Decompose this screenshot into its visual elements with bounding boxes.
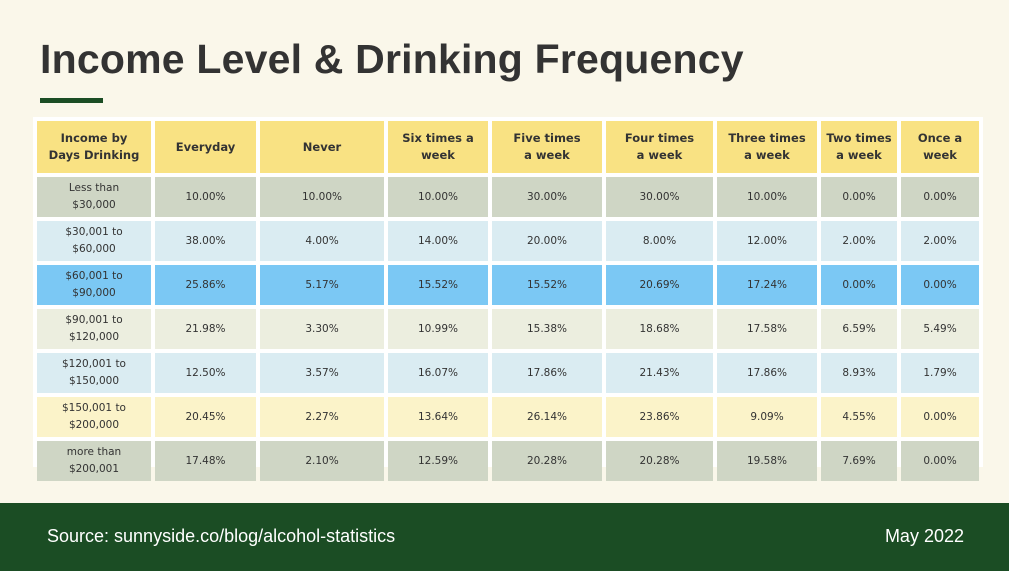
percentage-cell: 21.43% xyxy=(606,353,713,393)
column-header: Four times a week xyxy=(606,121,713,173)
column-header: Three times a week xyxy=(717,121,817,173)
percentage-cell: 5.49% xyxy=(901,309,979,349)
percentage-cell: 20.28% xyxy=(492,441,602,481)
percentage-cell: 15.38% xyxy=(492,309,602,349)
percentage-cell: 0.00% xyxy=(901,397,979,437)
percentage-cell: 0.00% xyxy=(901,177,979,217)
percentage-cell: 20.69% xyxy=(606,265,713,305)
percentage-cell: 2.00% xyxy=(821,221,897,261)
percentage-cell: 20.45% xyxy=(155,397,256,437)
percentage-cell: 13.64% xyxy=(388,397,488,437)
percentage-cell: 7.69% xyxy=(821,441,897,481)
percentage-cell: 23.86% xyxy=(606,397,713,437)
table-row: $30,001 to $60,000 38.00% 4.00% 14.00% 20.00… xyxy=(37,221,979,261)
percentage-cell: 0.00% xyxy=(821,177,897,217)
percentage-cell: 6.59% xyxy=(821,309,897,349)
percentage-cell: 30.00% xyxy=(606,177,713,217)
percentage-cell: 21.98% xyxy=(155,309,256,349)
percentage-cell: 4.00% xyxy=(260,221,384,261)
percentage-cell: 5.17% xyxy=(260,265,384,305)
percentage-cell: 17.48% xyxy=(155,441,256,481)
percentage-cell: 12.50% xyxy=(155,353,256,393)
table-header-row: Income by Days Drinking Everyday Never Six … xyxy=(37,121,979,173)
percentage-cell: 38.00% xyxy=(155,221,256,261)
percentage-cell: 15.52% xyxy=(388,265,488,305)
column-header: Never xyxy=(260,121,384,173)
percentage-cell: 18.68% xyxy=(606,309,713,349)
percentage-cell: 10.00% xyxy=(260,177,384,217)
percentage-cell: 2.10% xyxy=(260,441,384,481)
table-row: $90,001 to $120,000 21.98% 3.30% 10.99% 15.3… xyxy=(37,309,979,349)
percentage-cell: 12.00% xyxy=(717,221,817,261)
percentage-cell: 8.00% xyxy=(606,221,713,261)
income-bracket-cell: $60,001 to $90,000 xyxy=(37,265,151,305)
percentage-cell: 0.00% xyxy=(821,265,897,305)
percentage-cell: 17.86% xyxy=(492,353,602,393)
percentage-cell: 15.52% xyxy=(492,265,602,305)
source-text: Source: sunnyside.co/blog/alcohol-statis… xyxy=(47,526,396,546)
table-row: Less than $30,000 10.00% 10.00% 10.00% 30.00… xyxy=(37,177,979,217)
income-bracket-cell: $90,001 to $120,000 xyxy=(37,309,151,349)
column-header: Two times a week xyxy=(821,121,897,173)
percentage-cell: 10.99% xyxy=(388,309,488,349)
percentage-cell: 16.07% xyxy=(388,353,488,393)
percentage-cell: 2.00% xyxy=(901,221,979,261)
percentage-cell: 10.00% xyxy=(388,177,488,217)
percentage-cell: 26.14% xyxy=(492,397,602,437)
table-row: more than $200,001 17.48% 2.10% 12.59% 20.28… xyxy=(37,441,979,481)
table-row: $150,001 to $200,000 20.45% 2.27% 13.64% 26.… xyxy=(37,397,979,437)
percentage-cell: 30.00% xyxy=(492,177,602,217)
percentage-cell: 0.00% xyxy=(901,265,979,305)
column-header: Five times a week xyxy=(492,121,602,173)
percentage-cell: 17.86% xyxy=(717,353,817,393)
percentage-cell: 20.28% xyxy=(606,441,713,481)
percentage-cell: 14.00% xyxy=(388,221,488,261)
income-bracket-cell: $120,001 to $150,000 xyxy=(37,353,151,393)
footer-bar: Source: sunnyside.co/blog/alcohol-statis… xyxy=(0,503,1009,571)
percentage-cell: 4.55% xyxy=(821,397,897,437)
percentage-cell: 1.79% xyxy=(901,353,979,393)
percentage-cell: 17.24% xyxy=(717,265,817,305)
percentage-cell: 8.93% xyxy=(821,353,897,393)
income-drinking-table: Income by Days Drinking Everyday Never Six … xyxy=(33,117,983,485)
percentage-cell: 0.00% xyxy=(901,441,979,481)
percentage-cell: 25.86% xyxy=(155,265,256,305)
percentage-cell: 12.59% xyxy=(388,441,488,481)
percentage-cell: 10.00% xyxy=(155,177,256,217)
income-bracket-cell: $150,001 to $200,000 xyxy=(37,397,151,437)
percentage-cell: 19.58% xyxy=(717,441,817,481)
income-bracket-cell: more than $200,001 xyxy=(37,441,151,481)
date-text: May 2022 xyxy=(884,526,964,546)
column-header: Six times a week xyxy=(388,121,488,173)
income-bracket-cell: $30,001 to $60,000 xyxy=(37,221,151,261)
data-table-container: Income by Days Drinking Everyday Never Six … xyxy=(33,117,983,481)
percentage-cell: 2.27% xyxy=(260,397,384,437)
page-title: Income Level & Drinking Frequency xyxy=(40,36,744,82)
percentage-cell: 9.09% xyxy=(717,397,817,437)
table-row: $120,001 to $150,000 12.50% 3.57% 16.07% 17.… xyxy=(37,353,979,393)
percentage-cell: 10.00% xyxy=(717,177,817,217)
percentage-cell: 20.00% xyxy=(492,221,602,261)
income-bracket-cell: Less than $30,000 xyxy=(37,177,151,217)
column-header: Everyday xyxy=(155,121,256,173)
column-header: Income by Days Drinking xyxy=(37,121,151,173)
percentage-cell: 17.58% xyxy=(717,309,817,349)
percentage-cell: 3.30% xyxy=(260,309,384,349)
percentage-cell: 3.57% xyxy=(260,353,384,393)
table-row: $60,001 to $90,000 25.86% 5.17% 15.52% 15.52… xyxy=(37,265,979,305)
title-underline xyxy=(40,98,103,103)
column-header: Once a week xyxy=(901,121,979,173)
